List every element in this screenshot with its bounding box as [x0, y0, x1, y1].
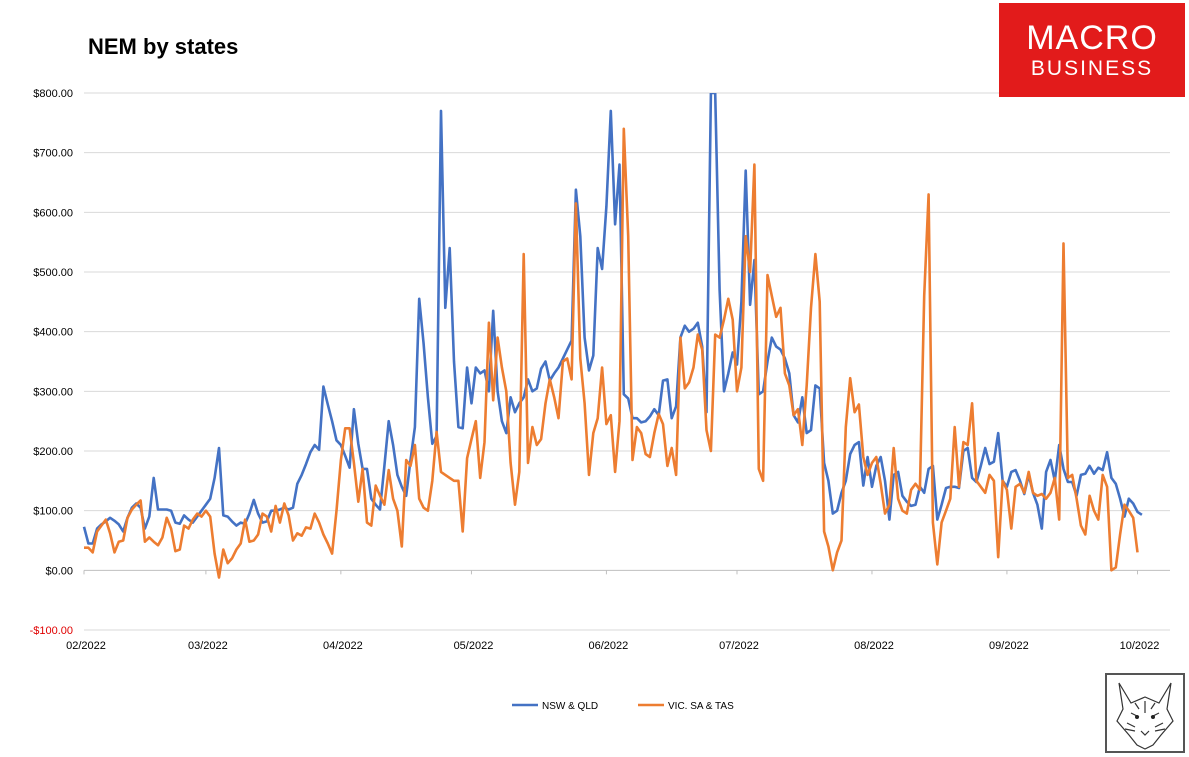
legend: NSW & QLD VIC. SA & TAS	[512, 701, 734, 712]
series-lines	[82, 93, 1143, 579]
fox-mascot-icon	[1105, 673, 1185, 753]
x-tick-label: 07/2022	[719, 640, 759, 652]
y-tick-label: $400.00	[33, 327, 73, 339]
y-tick-label: $300.00	[33, 386, 73, 398]
legend-label: NSW & QLD	[542, 701, 598, 712]
x-tick-label: 06/2022	[589, 640, 629, 652]
y-axis-ticks: -$100.00 $0.00 $100.00 $200.00 $300.00 $400.0…	[30, 88, 73, 637]
x-axis-ticks: 02/2022 03/2022 04/2022 05/2022 06/2022 07/20…	[66, 570, 1159, 652]
y-tick-label: $700.00	[33, 148, 73, 160]
legend-label: VIC. SA & TAS	[668, 701, 734, 712]
y-tick-label: $800.00	[33, 88, 73, 100]
series-line-nsw-qld	[82, 93, 1143, 545]
y-tick-label: $0.00	[45, 565, 73, 577]
macro-business-logo: MACRO BUSINESS	[999, 3, 1185, 97]
grid-lines	[84, 92, 1170, 631]
x-tick-label: 02/2022	[66, 640, 106, 652]
x-tick-label: 04/2022	[323, 640, 363, 652]
series-line-vic-sa-tas	[84, 127, 1139, 579]
y-tick-label: -$100.00	[30, 625, 73, 637]
y-tick-label: $600.00	[33, 207, 73, 219]
x-tick-label: 08/2022	[854, 640, 894, 652]
y-tick-label: $500.00	[33, 267, 73, 279]
logo-line-2: BUSINESS	[1030, 57, 1154, 80]
x-tick-label: 03/2022	[188, 640, 228, 652]
x-tick-label: 10/2022	[1120, 640, 1160, 652]
y-tick-label: $100.00	[33, 506, 73, 518]
x-tick-label: 05/2022	[454, 640, 494, 652]
x-tick-label: 09/2022	[989, 640, 1029, 652]
y-tick-label: $200.00	[33, 446, 73, 458]
chart-title: NEM by states	[88, 34, 239, 59]
logo-line-1: MACRO	[1026, 19, 1158, 57]
